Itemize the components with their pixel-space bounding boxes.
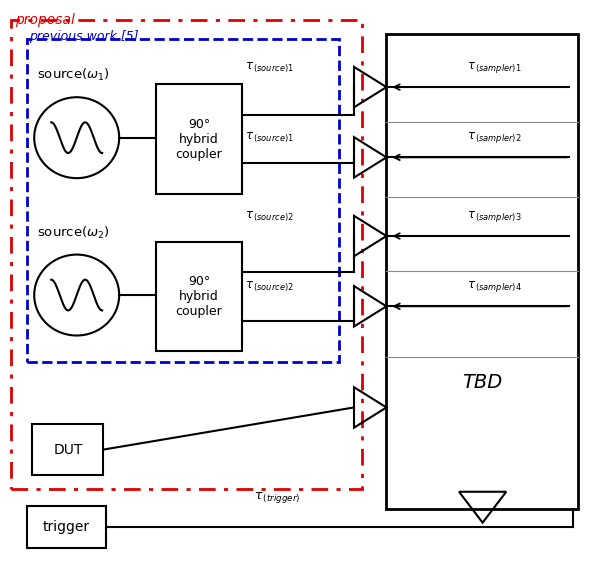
Text: $\tau_{\,\mathit{(trigger)}}$: $\tau_{\,\mathit{(trigger)}}$ <box>254 490 300 505</box>
Text: $\tau_{\,\mathit{(source)}1}$: $\tau_{\,\mathit{(source)}1}$ <box>245 130 294 145</box>
Bar <box>11 20 362 489</box>
Text: previous work [5]: previous work [5] <box>30 30 139 43</box>
Text: TBD: TBD <box>463 373 503 392</box>
Bar <box>386 34 578 509</box>
Text: $\tau_{\,\mathit{(source)}1}$: $\tau_{\,\mathit{(source)}1}$ <box>245 60 294 75</box>
Bar <box>156 242 242 351</box>
Text: $\tau_{\,\mathit{(sampler)}4}$: $\tau_{\,\mathit{(sampler)}4}$ <box>467 279 522 294</box>
Text: 90°
hybrid
coupler: 90° hybrid coupler <box>176 117 222 161</box>
Text: source($\omega_1$): source($\omega_1$) <box>37 67 110 83</box>
Text: proposal: proposal <box>15 13 74 26</box>
Text: $\tau_{\,\mathit{(source)}2}$: $\tau_{\,\mathit{(source)}2}$ <box>245 209 294 224</box>
Text: $\tau_{\,\mathit{(sampler)}2}$: $\tau_{\,\mathit{(sampler)}2}$ <box>467 130 522 145</box>
Bar <box>156 84 242 194</box>
Text: $\tau_{\,\mathit{(source)}2}$: $\tau_{\,\mathit{(source)}2}$ <box>245 279 294 294</box>
Text: 90°
hybrid
coupler: 90° hybrid coupler <box>176 275 222 318</box>
Text: DUT: DUT <box>53 443 83 456</box>
Bar <box>32 424 103 475</box>
Text: $\tau_{\,\mathit{(sampler)}1}$: $\tau_{\,\mathit{(sampler)}1}$ <box>467 60 522 75</box>
Text: $\tau_{\,\mathit{(sampler)}3}$: $\tau_{\,\mathit{(sampler)}3}$ <box>467 209 522 224</box>
Bar <box>27 39 339 362</box>
Text: source($\omega_2$): source($\omega_2$) <box>37 224 110 241</box>
Bar <box>27 506 106 548</box>
Text: trigger: trigger <box>43 520 90 534</box>
